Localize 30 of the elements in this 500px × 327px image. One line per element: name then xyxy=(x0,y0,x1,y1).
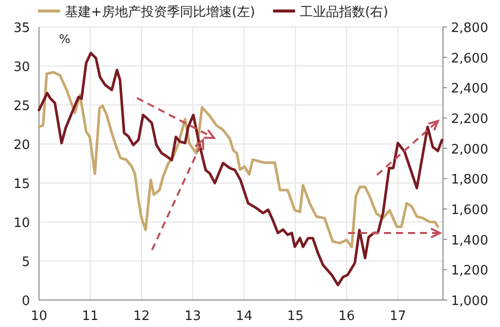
y-tick-label: 30 xyxy=(13,60,30,75)
x-tick-label: 13 xyxy=(184,309,202,324)
legend-label: 基建+房地产投资季同比增速(左) xyxy=(65,4,256,20)
y2-tick-label: 2,000 xyxy=(451,142,488,158)
y2-tick-label: 2,400 xyxy=(451,82,488,97)
x-tick-label: 16 xyxy=(338,309,355,324)
x-tick-label: 14 xyxy=(236,309,252,324)
y2-tick-label: 1,400 xyxy=(451,233,488,248)
line-series xyxy=(38,70,440,248)
y2-tick-label: 1,800 xyxy=(451,172,488,188)
x-tick-label: 17 xyxy=(390,309,406,324)
legend-label: 工业品指数(右) xyxy=(300,5,388,20)
y-tick-label: 10 xyxy=(13,216,30,231)
y-tick-label: 25 xyxy=(13,99,30,114)
y-tick-label: 15 xyxy=(13,177,30,192)
annotation: % xyxy=(59,32,70,46)
x-tick-label: 11 xyxy=(82,309,99,324)
line-series xyxy=(38,52,444,286)
y-tick-label: 20 xyxy=(13,138,30,153)
y-tick-label: 5 xyxy=(22,255,30,270)
x-tick-label: 12 xyxy=(133,309,150,324)
y2-tick-label: 1,600 xyxy=(451,203,488,218)
y-tick-label: 0 xyxy=(22,294,30,309)
x-tick-label: 15 xyxy=(287,309,304,324)
y2-tick-label: 2,200 xyxy=(451,112,488,127)
y2-tick-label: 1,200 xyxy=(451,264,488,279)
y2-tick-label: 2,800 xyxy=(451,21,488,36)
y2-tick-label: 2,600 xyxy=(451,51,488,66)
y2-tick-label: 1,000 xyxy=(451,294,488,309)
y-tick-label: 35 xyxy=(13,21,30,36)
